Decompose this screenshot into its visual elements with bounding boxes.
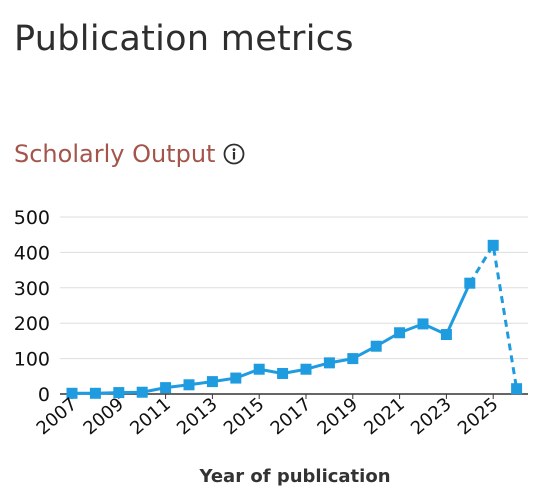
page-title: Publication metrics xyxy=(14,19,354,59)
data-point-2025[interactable] xyxy=(487,239,499,251)
x-tick-label: 2021 xyxy=(360,394,409,440)
y-tick-label: 500 xyxy=(14,207,50,229)
x-tick-label: 2017 xyxy=(267,394,316,440)
x-tick-label: 2025 xyxy=(454,394,503,440)
data-point-2019[interactable] xyxy=(347,353,359,365)
data-point-2018[interactable] xyxy=(323,357,335,369)
data-point-2012[interactable] xyxy=(183,379,195,391)
data-point-2023[interactable] xyxy=(440,329,452,341)
data-point-2020[interactable] xyxy=(370,340,382,352)
data-point-2013[interactable] xyxy=(206,376,218,388)
scholarly-output-heading: Scholarly Output xyxy=(14,140,245,169)
x-tick-label: 2023 xyxy=(407,394,456,440)
data-point-2008[interactable] xyxy=(89,387,101,399)
data-point-2014[interactable] xyxy=(230,372,242,384)
y-tick-label: 200 xyxy=(14,313,50,335)
data-point-2015[interactable] xyxy=(253,363,265,375)
x-axis-title: Year of publication xyxy=(198,466,390,487)
data-point-2009[interactable] xyxy=(113,387,125,399)
x-tick-label: 2011 xyxy=(126,394,175,440)
data-point-2016[interactable] xyxy=(277,367,289,379)
data-point-2010[interactable] xyxy=(136,386,148,398)
x-tick-label: 2015 xyxy=(220,394,269,440)
data-point-2017[interactable] xyxy=(300,363,312,375)
x-tick-label: 2013 xyxy=(173,394,222,440)
data-point-2011[interactable] xyxy=(160,382,172,394)
info-circle-icon[interactable] xyxy=(223,143,245,165)
section-title: Scholarly Output xyxy=(14,140,216,168)
series-line-dashed xyxy=(468,241,519,389)
series-line-solid xyxy=(72,282,472,395)
x-tick-label: 2019 xyxy=(313,394,362,440)
data-point-2024[interactable] xyxy=(464,277,476,289)
data-point-2022[interactable] xyxy=(417,318,429,330)
y-tick-label: 100 xyxy=(14,349,50,371)
y-tick-label: 300 xyxy=(14,278,50,300)
scholarly-output-chart: 0 100 200 300 400 500 2007 2009 2011 2013 2015 2017… xyxy=(0,200,542,499)
y-tick-label: 400 xyxy=(14,242,50,264)
y-tick-label: 0 xyxy=(38,384,50,406)
data-point-2026[interactable] xyxy=(511,383,523,395)
x-tick-label: 2009 xyxy=(79,394,128,440)
data-point-2021[interactable] xyxy=(394,327,406,339)
data-point-2007[interactable] xyxy=(66,387,78,399)
scholarly-output-line-chart: 0100200300400500200720092011201320152017… xyxy=(14,207,528,487)
